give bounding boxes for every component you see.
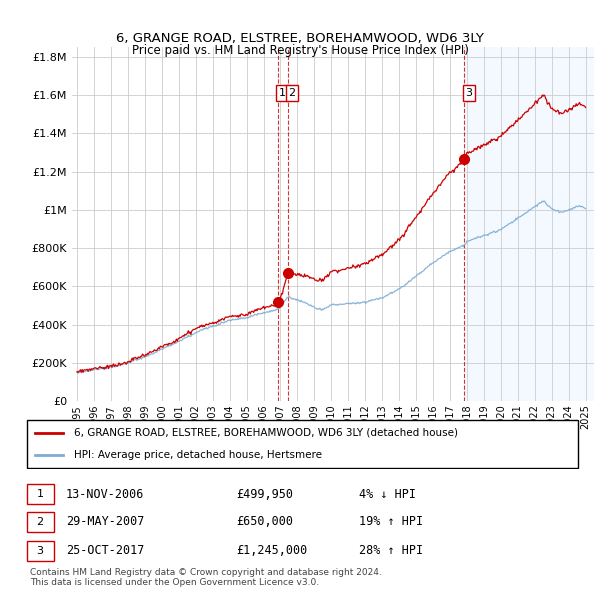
Text: 13-NOV-2006: 13-NOV-2006 [66, 488, 144, 501]
Text: 4% ↓ HPI: 4% ↓ HPI [359, 488, 416, 501]
Text: 29-MAY-2007: 29-MAY-2007 [66, 515, 144, 528]
Text: Contains HM Land Registry data © Crown copyright and database right 2024.
This d: Contains HM Land Registry data © Crown c… [30, 568, 382, 587]
Text: 2: 2 [289, 88, 296, 98]
Text: 3: 3 [37, 546, 44, 556]
Text: HPI: Average price, detached house, Hertsmere: HPI: Average price, detached house, Hert… [74, 450, 322, 460]
Text: 19% ↑ HPI: 19% ↑ HPI [359, 515, 423, 528]
Bar [27, 541, 53, 561]
Text: 2: 2 [37, 517, 44, 527]
Bar [27, 512, 53, 532]
Text: £650,000: £650,000 [236, 515, 293, 528]
Bar [464, 47, 594, 401]
Text: 3: 3 [466, 88, 472, 98]
Text: £499,950: £499,950 [236, 488, 293, 501]
Text: Price paid vs. HM Land Registry's House Price Index (HPI): Price paid vs. HM Land Registry's House … [131, 44, 469, 57]
Text: 25-OCT-2017: 25-OCT-2017 [66, 545, 144, 558]
Text: 6, GRANGE ROAD, ELSTREE, BOREHAMWOOD, WD6 3LY (detached house): 6, GRANGE ROAD, ELSTREE, BOREHAMWOOD, WD… [74, 428, 458, 438]
Text: 6, GRANGE ROAD, ELSTREE, BOREHAMWOOD, WD6 3LY: 6, GRANGE ROAD, ELSTREE, BOREHAMWOOD, WD… [116, 32, 484, 45]
Bar [27, 484, 53, 504]
Text: 1: 1 [279, 88, 286, 98]
Text: 28% ↑ HPI: 28% ↑ HPI [359, 545, 423, 558]
Text: £1,245,000: £1,245,000 [236, 545, 307, 558]
Text: 1: 1 [37, 489, 44, 499]
